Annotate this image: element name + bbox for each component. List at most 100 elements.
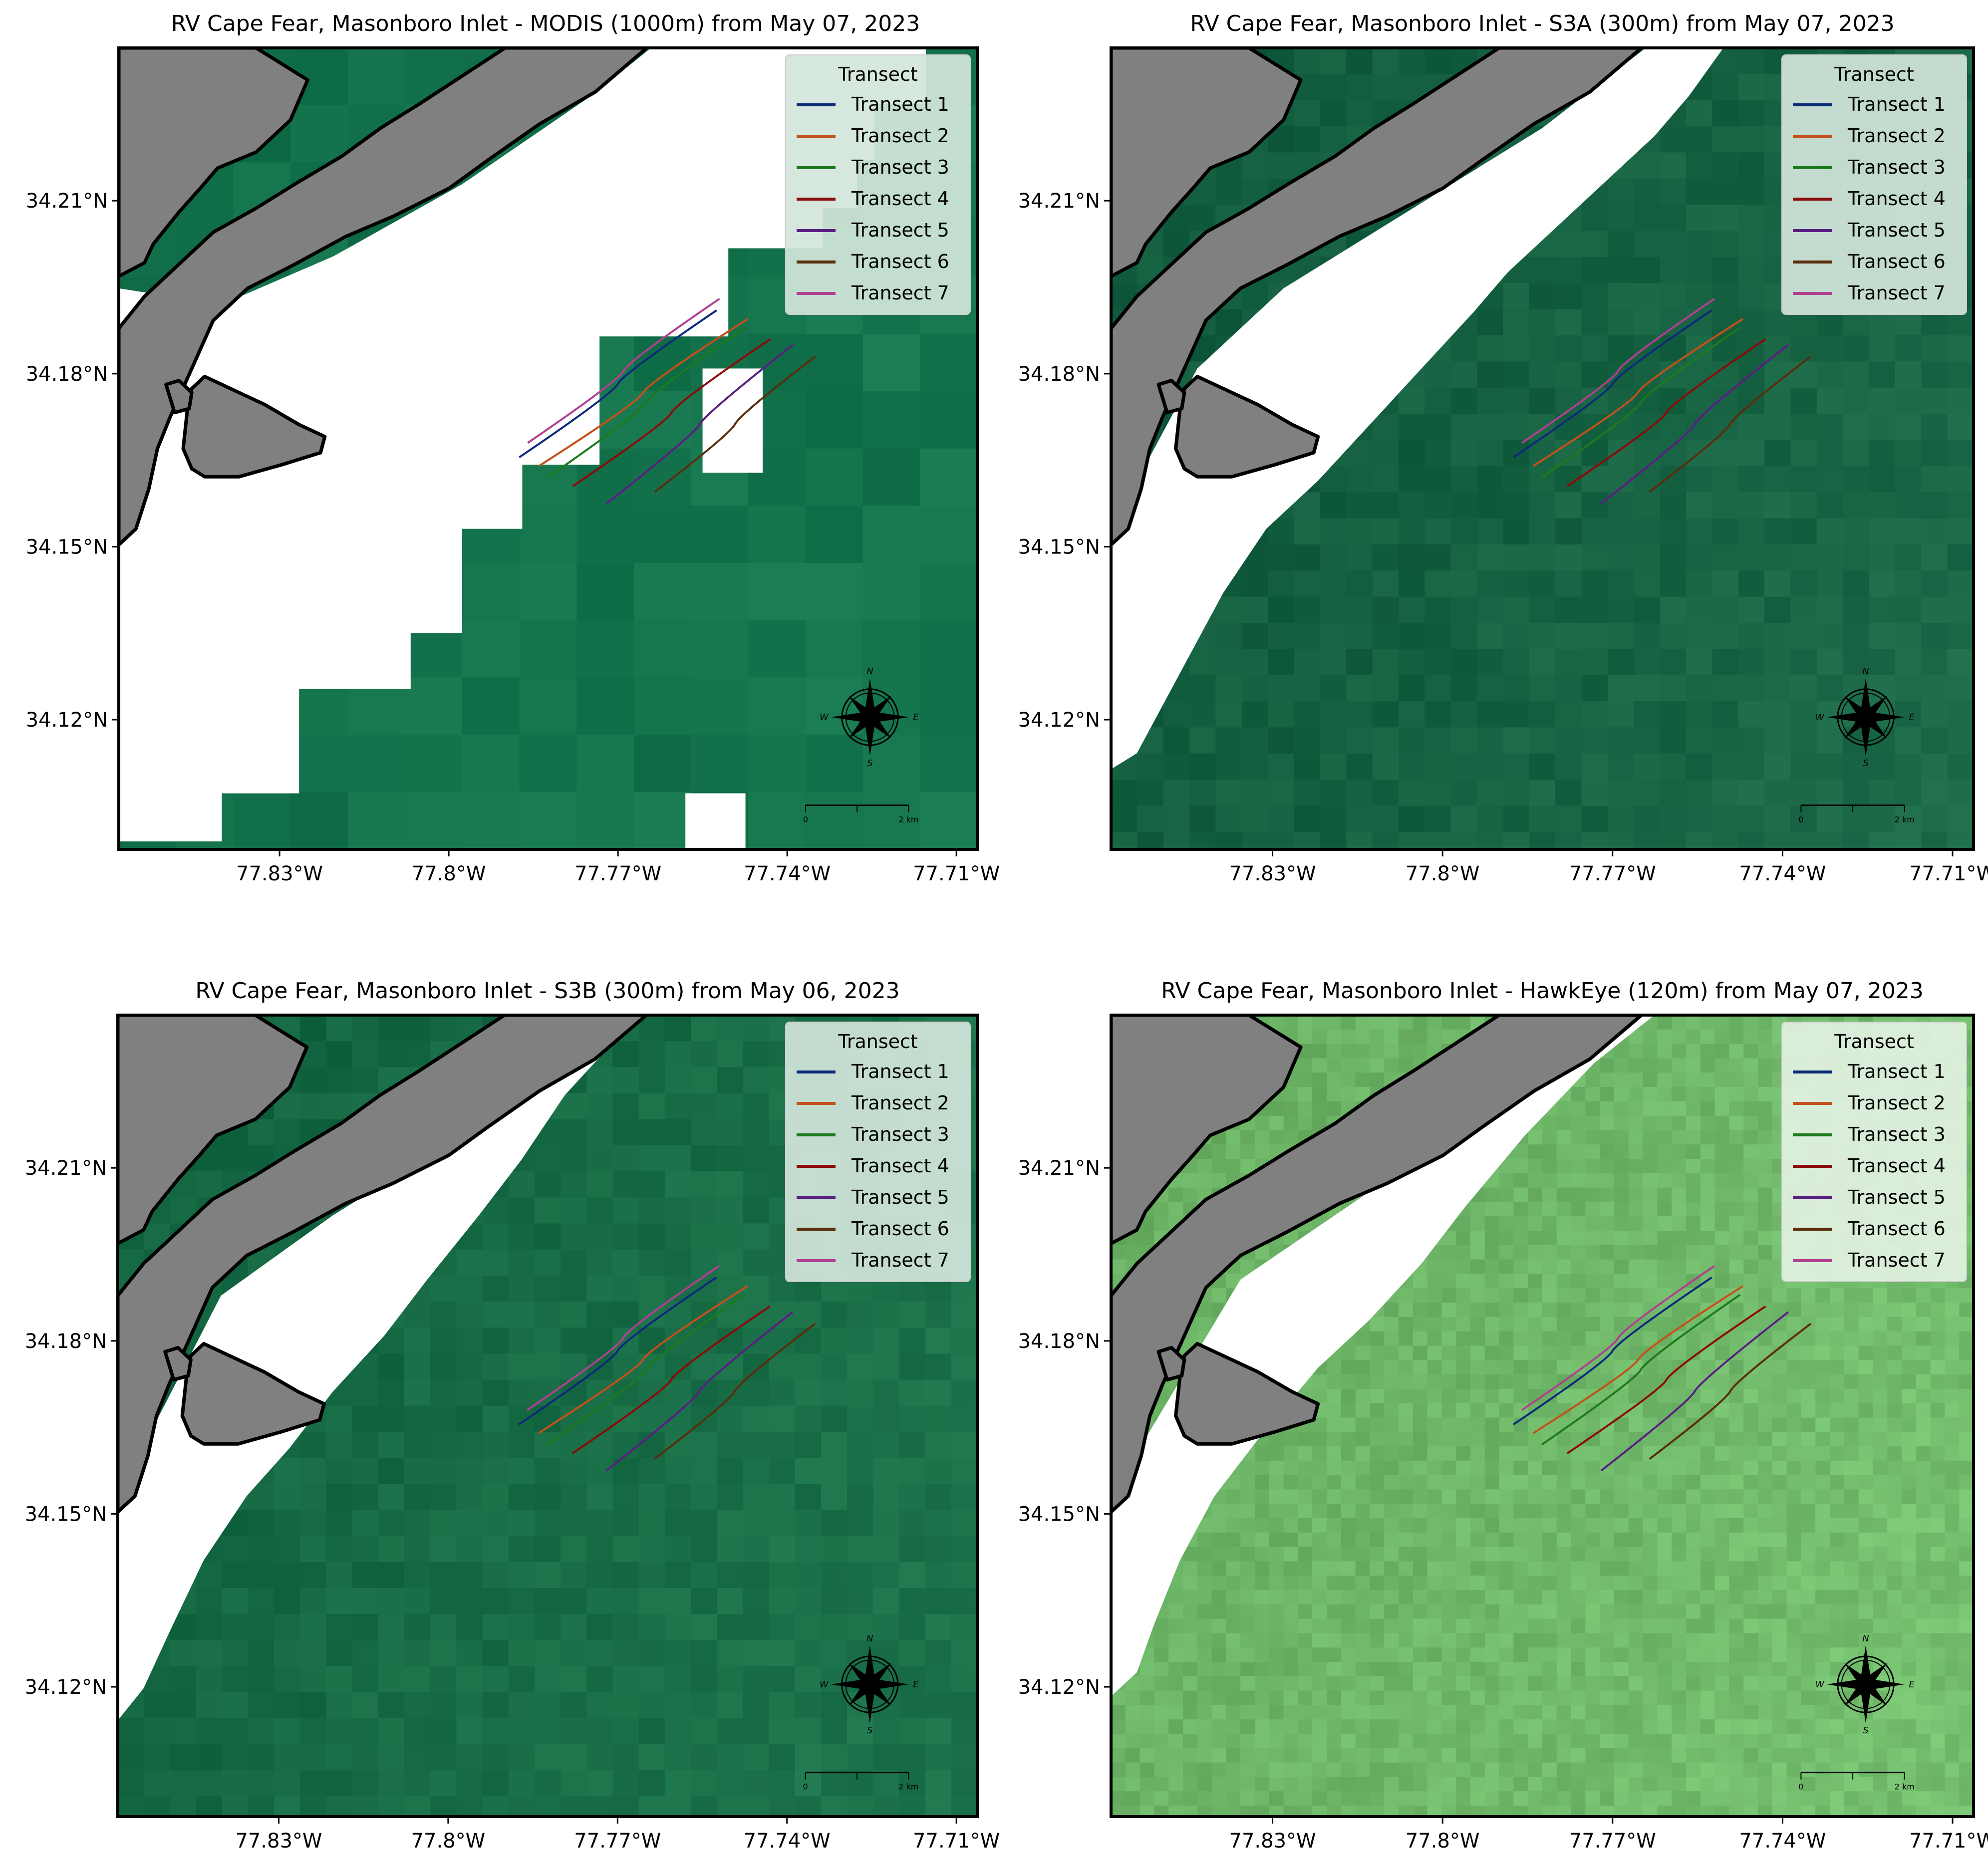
- y-tick-label: 34.12°N: [25, 1676, 107, 1699]
- compass-label-south: S: [867, 1725, 872, 1736]
- map-panel-s3b: RV Cape Fear, Masonboro Inlet - S3B (300…: [25, 978, 1000, 1853]
- legend: Transect Transect 1 Transect 2 Transect 3 Tr…: [1782, 1022, 1967, 1282]
- y-tick-label: 34.21°N: [1018, 190, 1100, 213]
- scale-bar-start-label: 0: [1798, 815, 1803, 824]
- map-panel-s3a: RV Cape Fear, Masonboro Inlet - S3A (300…: [1018, 11, 1988, 885]
- panel-title: RV Cape Fear, Masonboro Inlet - MODIS (1…: [171, 11, 920, 36]
- y-tick-label: 34.15°N: [25, 1503, 107, 1526]
- compass-label-south: S: [867, 758, 872, 769]
- legend-item-label: Transect 7: [851, 282, 949, 304]
- panel-title: RV Cape Fear, Masonboro Inlet - S3A (300…: [1190, 11, 1894, 36]
- legend-item-label: Transect 6: [851, 251, 949, 272]
- panel-title: RV Cape Fear, Masonboro Inlet - S3B (300…: [195, 978, 899, 1004]
- x-tick-label: 77.77°W: [574, 1830, 661, 1853]
- y-tick-label: 34.15°N: [1018, 1503, 1100, 1526]
- y-tick-label: 34.18°N: [1018, 363, 1100, 386]
- legend-item-label: Transect 3: [851, 1123, 949, 1145]
- legend-item-label: Transect 2: [1847, 1092, 1946, 1114]
- x-tick-label: 77.83°W: [1229, 1830, 1316, 1853]
- compass-label-west: W: [820, 1679, 829, 1690]
- compass-label-north: N: [1862, 1633, 1869, 1644]
- x-tick-label: 77.77°W: [1569, 862, 1656, 885]
- x-tick-label: 77.74°W: [1739, 862, 1826, 885]
- x-tick-label: 77.74°W: [1739, 1830, 1826, 1853]
- map-panel-modis: RV Cape Fear, Masonboro Inlet - MODIS (1…: [26, 11, 1000, 907]
- legend-item-label: Transect 3: [1847, 1123, 1946, 1145]
- legend-item-label: Transect 4: [1847, 1155, 1946, 1177]
- x-tick-label: 77.8°W: [411, 1830, 486, 1853]
- legend-item-label: Transect 5: [1847, 219, 1946, 241]
- x-tick-label: 77.83°W: [1229, 862, 1316, 885]
- legend-item-label: Transect 1: [851, 1061, 949, 1082]
- legend-item-label: Transect 5: [851, 219, 949, 241]
- scale-bar-start-label: 0: [1798, 1782, 1803, 1792]
- x-tick-label: 77.8°W: [412, 862, 486, 885]
- compass-label-west: W: [1815, 1679, 1825, 1690]
- panel-title: RV Cape Fear, Masonboro Inlet - HawkEye …: [1161, 978, 1924, 1004]
- legend: Transect Transect 1 Transect 2 Transect 3 Tr…: [1782, 55, 1967, 314]
- y-tick-label: 34.12°N: [1018, 709, 1100, 732]
- legend-item-label: Transect 7: [1847, 1249, 1946, 1271]
- y-tick-label: 34.18°N: [25, 1330, 107, 1353]
- x-tick-label: 77.71°W: [913, 1830, 1000, 1853]
- x-tick-label: 77.71°W: [1909, 1830, 1988, 1853]
- legend-item-label: Transect 2: [1847, 125, 1946, 147]
- legend-item-label: Transect 4: [851, 188, 949, 210]
- x-tick-label: 77.74°W: [744, 862, 831, 885]
- x-tick-label: 77.77°W: [1569, 1830, 1656, 1853]
- no-data-cell: [685, 794, 745, 849]
- compass-label-south: S: [1863, 1725, 1868, 1736]
- scale-bar-end-label: 2 km: [1895, 1782, 1915, 1792]
- compass-label-north: N: [866, 1633, 873, 1644]
- legend-item-label: Transect 7: [1847, 282, 1946, 304]
- legend-item-label: Transect 2: [851, 125, 949, 147]
- compass-label-west: W: [820, 712, 829, 723]
- legend-item-label: Transect 5: [851, 1186, 949, 1208]
- legend-item-label: Transect 3: [851, 156, 949, 178]
- legend-item-label: Transect 2: [851, 1092, 949, 1114]
- legend-item-label: Transect 1: [1847, 93, 1946, 115]
- scale-bar-end-label: 2 km: [898, 815, 918, 824]
- legend-title: Transect: [838, 1031, 918, 1053]
- compass-label-north: N: [1862, 666, 1869, 677]
- compass-label-east: E: [1909, 1679, 1915, 1690]
- legend-title: Transect: [838, 63, 918, 85]
- legend-item-label: Transect 1: [1847, 1061, 1946, 1082]
- y-tick-label: 34.21°N: [26, 190, 108, 213]
- x-tick-label: 77.71°W: [913, 862, 1000, 885]
- y-tick-label: 34.15°N: [1018, 535, 1100, 558]
- compass-label-east: E: [913, 712, 919, 723]
- scale-bar-end-label: 2 km: [1895, 815, 1915, 824]
- x-tick-label: 77.8°W: [1406, 1830, 1480, 1853]
- compass-label-east: E: [1909, 712, 1915, 723]
- compass-label-west: W: [1815, 712, 1825, 723]
- x-tick-label: 77.77°W: [574, 862, 661, 885]
- legend: Transect Transect 1 Transect 2 Transect 3 Tr…: [786, 55, 970, 314]
- y-tick-label: 34.15°N: [26, 535, 108, 558]
- y-tick-label: 34.12°N: [26, 709, 108, 732]
- compass-label-north: N: [866, 666, 873, 677]
- no-data-cell: [703, 368, 763, 473]
- legend-item-label: Transect 7: [851, 1249, 949, 1271]
- x-tick-label: 77.83°W: [236, 862, 323, 885]
- x-tick-label: 77.8°W: [1406, 862, 1480, 885]
- compass-label-east: E: [913, 1679, 919, 1690]
- y-tick-label: 34.18°N: [26, 363, 108, 386]
- x-tick-label: 77.83°W: [235, 1830, 322, 1853]
- scale-bar-start-label: 0: [803, 1782, 808, 1792]
- legend-title: Transect: [1834, 63, 1914, 85]
- y-tick-label: 34.21°N: [1018, 1157, 1100, 1180]
- legend-item-label: Transect 4: [851, 1155, 949, 1177]
- legend-item-label: Transect 1: [851, 93, 949, 115]
- y-tick-label: 34.21°N: [25, 1157, 107, 1180]
- y-tick-label: 34.18°N: [1018, 1330, 1100, 1353]
- legend-item-label: Transect 5: [1847, 1186, 1946, 1208]
- x-tick-label: 77.71°W: [1909, 862, 1988, 885]
- map-panel-hawkeye: RV Cape Fear, Masonboro Inlet - HawkEye …: [1018, 978, 1988, 1853]
- scale-bar-end-label: 2 km: [898, 1782, 918, 1792]
- x-tick-label: 77.74°W: [744, 1830, 831, 1853]
- compass-label-south: S: [1863, 758, 1868, 769]
- legend-title: Transect: [1834, 1031, 1914, 1053]
- y-tick-label: 34.12°N: [1018, 1676, 1100, 1699]
